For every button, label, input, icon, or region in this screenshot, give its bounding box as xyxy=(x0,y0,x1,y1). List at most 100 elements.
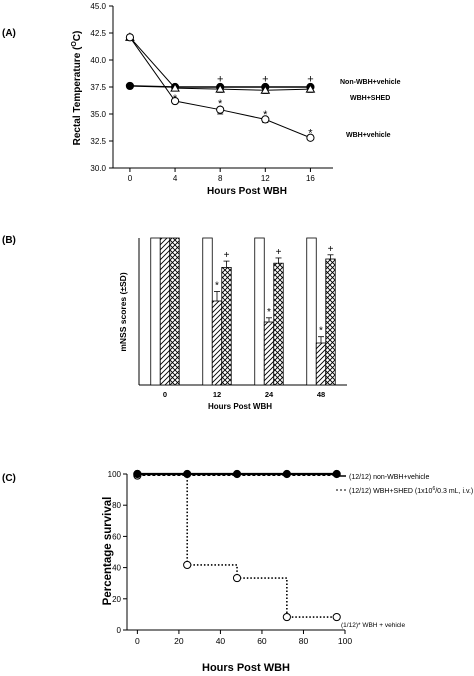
panel-a-ylabel: Rectal Temperature (OC) xyxy=(71,31,83,146)
panel-c-point-2 xyxy=(183,560,192,570)
panel-a-x-tick-label: 12 xyxy=(261,174,270,183)
panel-b-annotation: + xyxy=(328,244,334,255)
panel-a-y-tick-label: 40.0 xyxy=(90,56,106,65)
panel-a-axes: 30.0 32.5 35.0 37.5 40.0 42.5 45.0 0 4 8 12 16 xyxy=(90,2,333,183)
panel-a-point-2 xyxy=(216,105,225,114)
panel-b-annotation: + xyxy=(224,250,230,261)
panel-c-point-0 xyxy=(183,469,192,479)
panel-a-legend-1: WBH+SHED xyxy=(350,95,390,102)
panel-c-point-0 xyxy=(282,469,291,479)
panel-a-y-tick-label: 42.5 xyxy=(90,29,106,38)
panel-b-bar xyxy=(306,237,317,386)
panel-c-x-tick-label: 20 xyxy=(174,636,184,646)
panel-a-label: (A) xyxy=(2,28,16,39)
panel-b-bar xyxy=(263,321,275,386)
panel-c-point-2 xyxy=(282,612,291,622)
panel-c-point-2 xyxy=(232,573,242,583)
panel-c-y-tick-label: 100 xyxy=(108,470,122,479)
panel-b-x-tick-label: 12 xyxy=(213,390,221,399)
panel-c-xlabel: Hours Post WBH xyxy=(202,662,290,674)
panel-c-x-tick-label: 60 xyxy=(257,636,267,646)
panel-b-label: (B) xyxy=(2,235,16,246)
panel-b-xlabel: Hours Post WBH xyxy=(208,402,272,411)
panel-a-x-tick-label: 16 xyxy=(306,174,315,183)
panel-a-annotation: * xyxy=(263,109,268,121)
panel-a-series xyxy=(125,32,316,142)
panel-b-annotation: + xyxy=(276,247,282,258)
panel-c-legend-wbh-vehicle: (1/12)* WBH + vehicle xyxy=(341,622,406,629)
panel-a-annotations: + + + * * * * xyxy=(173,73,314,139)
panel-b-bars xyxy=(150,237,336,386)
panel-a-ylabel-sup: O xyxy=(71,41,78,47)
panel-a-point-1 xyxy=(305,84,316,93)
panel-c-line-2 xyxy=(137,473,337,618)
legend-shed-post: /0.3 mL, i.v.) xyxy=(435,488,473,495)
panel-c-ylabel: Percentage survival xyxy=(102,497,114,606)
panel-a-point-2 xyxy=(306,133,315,142)
panel-a-x-tick-label: 8 xyxy=(218,174,223,183)
panel-c-y-tick-label: 0 xyxy=(117,626,122,635)
panel-c-x-tick-label: 100 xyxy=(338,636,352,646)
panel-a-ylabel-tail: C) xyxy=(72,31,83,42)
panel-b-x-tick-label: 24 xyxy=(265,390,274,399)
panel-c-series xyxy=(133,469,346,622)
panel-a-legend-0: Non-WBH+vehicle xyxy=(340,79,401,86)
panel-a-xlabel: Hours Post WBH xyxy=(207,186,287,197)
panel-c-y-tick-label: 20 xyxy=(112,595,121,604)
panel-b: (B) 0 12 24 48 * * * + + + Hours Post WBH mNSS s… xyxy=(2,235,347,411)
panel-a-annotation: + xyxy=(217,73,223,85)
panel-c-point-2 xyxy=(332,612,341,622)
panel-b-bar xyxy=(169,237,180,386)
panel-b-bar xyxy=(325,258,336,386)
panel-a-y-tick-label: 32.5 xyxy=(90,137,106,146)
panel-a-ylabel-main: Rectal Temperature ( xyxy=(72,46,83,145)
panel-a: (A) 30.032.535.037.540.042.545.00 4 8 12 16 … xyxy=(2,2,401,197)
panel-a-annotation: * xyxy=(218,98,223,110)
panel-a-y-tick-label: 45.0 xyxy=(90,2,106,11)
panel-a-point-2 xyxy=(125,33,135,42)
panel-b-bar xyxy=(159,237,171,386)
panel-c-axes: 0 20 40 60 80 100 0 20 40 60 80 100 xyxy=(108,470,353,646)
legend-shed-sup: 6 xyxy=(432,486,435,492)
panel-a-y-tick-label: 35.0 xyxy=(90,110,106,119)
panel-c-legend: (12/12) non-WBH+vehicle (12/12) WBH+SHED… xyxy=(341,474,473,629)
panel-c-point-0 xyxy=(133,469,142,479)
panel-b-bar xyxy=(221,266,232,386)
panel-c-legend-non-wbh: (12/12) non-WBH+vehicle xyxy=(349,474,429,481)
panel-c: (C) 0 20 40 60 80 100 0 20 40 60 80 100 (12/12) non… xyxy=(2,469,473,674)
panel-b-bar xyxy=(202,237,213,386)
panel-c-x-tick-label: 0 xyxy=(135,636,140,646)
panel-c-y-tick-label: 80 xyxy=(112,501,121,510)
panel-c-x-tick-label: 80 xyxy=(299,636,309,646)
panel-c-label: (C) xyxy=(2,473,16,484)
panel-a-point-1 xyxy=(170,83,180,92)
panel-b-annotations: * * * + + + xyxy=(215,244,334,337)
panel-b-annotation: * xyxy=(215,281,219,292)
panel-b-bar xyxy=(273,262,284,386)
panel-b-bar xyxy=(150,237,161,386)
legend-shed-pre: (12/12) WBH+SHED (1x10 xyxy=(349,488,433,495)
panel-a-annotation: + xyxy=(262,73,268,85)
panel-b-bar xyxy=(211,300,223,386)
panel-a-y-tick-label: 37.5 xyxy=(90,83,106,92)
panel-a-x-tick-label: 4 xyxy=(173,174,178,183)
panel-a-annotation: * xyxy=(308,127,313,139)
panel-b-bar xyxy=(254,237,265,386)
panel-a-y-tick-label: 30.0 xyxy=(90,164,106,173)
panel-a-point-0 xyxy=(125,81,135,91)
panel-a-point-1 xyxy=(260,85,271,94)
panel-c-y-tick-label: 40 xyxy=(112,564,121,573)
panel-c-y-tick-label: 60 xyxy=(112,532,121,541)
panel-c-legend-wbh-shed: (12/12) WBH+SHED (1x106/0.3 mL, i.v.) xyxy=(349,486,473,495)
panel-b-bar xyxy=(315,342,327,386)
panel-b-annotation: * xyxy=(319,326,323,337)
panel-b-ylabel: mNSS scores (±SD) xyxy=(118,272,128,351)
panel-b-annotation: * xyxy=(267,307,271,318)
panel-a-annotation: + xyxy=(307,73,313,85)
panel-a-legend-2: WBH+vehicle xyxy=(346,132,391,139)
panel-b-x-tick-label: 48 xyxy=(317,390,325,399)
panel-a-legend: Non-WBH+vehicle WBH+SHED WBH+vehicle xyxy=(340,79,401,139)
panel-c-point-0 xyxy=(232,469,242,479)
panel-a-point-2 xyxy=(170,96,180,106)
